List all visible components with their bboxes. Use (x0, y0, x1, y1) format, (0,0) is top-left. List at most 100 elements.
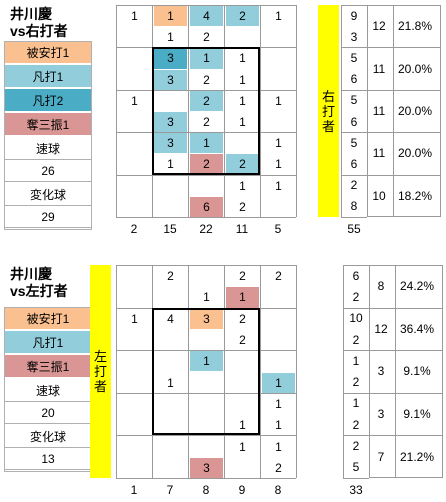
zone-cell: 1 (167, 157, 174, 172)
summary-frame (369, 265, 443, 478)
column-total: 2 (130, 222, 138, 236)
summary-pct: 21.8% (397, 19, 433, 34)
zone-cell: 2 (239, 311, 246, 326)
zone-cell: 3 (190, 308, 223, 329)
legend-item: 被安打1 (4, 307, 92, 329)
count-hline (341, 217, 367, 218)
zone-cell: 1 (275, 439, 282, 454)
summary-count: 11 (372, 146, 386, 161)
strike-zone (152, 47, 260, 175)
row-count: 2 (352, 417, 360, 432)
zone-cell: 1 (190, 351, 223, 372)
count-hline (341, 132, 367, 134)
row-count: 2 (352, 289, 360, 304)
summary-hline (367, 47, 441, 49)
summary-hline (369, 392, 443, 394)
zone-cell: 1 (275, 178, 282, 193)
grid-hline (116, 435, 296, 437)
row-count: 6 (350, 72, 358, 87)
grid-hline (116, 478, 296, 479)
summary-count: 12 (374, 321, 388, 336)
summary-hline (369, 435, 443, 437)
grid-vline (224, 5, 225, 217)
pitch-type-count: 29 (4, 206, 92, 228)
summary-vline (393, 5, 394, 217)
summary-count: 11 (372, 61, 386, 76)
zone-cell: 3 (190, 457, 223, 478)
batter-side-char: 左 (93, 349, 107, 364)
column-total: 8 (202, 483, 210, 497)
row-count: 6 (350, 156, 358, 171)
panel-title-2: vs左打者 (10, 283, 68, 299)
zone-cell: 2 (239, 199, 246, 214)
grid-hline (116, 350, 296, 352)
zone-cell: 1 (275, 396, 282, 411)
zone-cell: 2 (239, 333, 246, 348)
column-total: 7 (166, 483, 174, 497)
row-count: 5 (350, 50, 358, 65)
row-count: 2 (352, 375, 360, 390)
grid-vline (188, 5, 189, 217)
row-count: 9 (350, 8, 358, 23)
summary-frame (367, 5, 441, 217)
grid-vline (116, 5, 117, 217)
grid-vline (260, 5, 261, 217)
count-frame-v (341, 5, 342, 217)
zone-cell: 1 (239, 178, 246, 193)
grid-hline (116, 5, 296, 6)
summary-hline (369, 350, 443, 352)
summary-pct: 36.4% (399, 321, 435, 336)
zone-cell: 2 (190, 154, 223, 175)
zone-cell: 2 (190, 90, 223, 111)
pitch-type-label: 速球 (4, 138, 92, 160)
zone-cell: 2 (167, 269, 174, 284)
row-count: 2 (352, 439, 360, 454)
summary-hline (367, 132, 441, 134)
summary-pct: 18.2% (397, 188, 433, 203)
summary-count: 11 (372, 103, 386, 118)
column-total: 9 (238, 483, 246, 497)
column-total: 11 (235, 222, 249, 236)
batter-side-char: 者 (321, 118, 335, 134)
count-hline (343, 435, 369, 437)
summary-count: 8 (377, 279, 385, 294)
column-total: 8 (274, 483, 282, 497)
grid-vline (116, 265, 117, 478)
count-hline (341, 89, 367, 91)
batter-side-label: 右打者 (318, 5, 339, 217)
zone-cell: 2 (226, 154, 259, 175)
count-hline (343, 392, 369, 394)
grid-hline (116, 174, 296, 176)
row-count: 1 (352, 396, 360, 411)
column-total: 15 (163, 222, 177, 236)
row-count: 5 (352, 460, 360, 475)
zone-cell: 1 (167, 30, 174, 45)
summary-count: 12 (372, 19, 386, 34)
legend-frame (4, 307, 92, 472)
summary-hline (367, 89, 441, 91)
batter-side-char: 右 (321, 88, 335, 104)
row-count: 1 (352, 353, 360, 368)
zone-cell: 3 (154, 112, 187, 133)
zone-cell: 1 (131, 93, 138, 108)
zone-cell: 1 (131, 9, 138, 24)
zone-cell: 2 (203, 72, 210, 87)
zone-cell: 1 (190, 133, 223, 154)
pitch-type-count: 26 (4, 160, 92, 182)
panel-title-1: 井川慶 (10, 6, 52, 22)
row-count: 6 (350, 114, 358, 129)
summary-pct: 20.0% (397, 146, 433, 161)
zone-cell: 1 (239, 72, 246, 87)
pitch-type-label: 変化球 (4, 426, 92, 448)
zone-cell: 2 (203, 115, 210, 130)
column-total: 1 (130, 483, 138, 497)
summary-pct: 20.0% (397, 103, 433, 118)
summary-count: 7 (377, 449, 385, 464)
legend-item: 奪三振1 (4, 355, 92, 377)
zone-cell: 2 (226, 6, 259, 27)
zone-cell: 1 (203, 290, 210, 305)
grand-total: 55 (347, 222, 361, 236)
zone-cell: 1 (239, 439, 246, 454)
legend-item: 凡打1 (4, 331, 92, 353)
grid-vline (260, 265, 261, 478)
